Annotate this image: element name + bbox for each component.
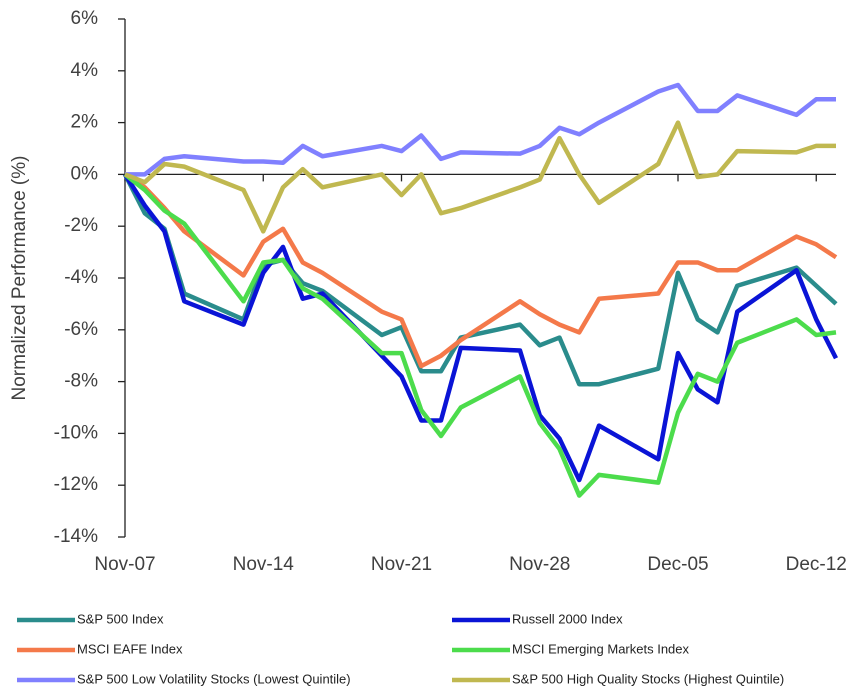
y-tick-label: -4% <box>64 267 98 288</box>
x-tick-label: Dec-12 <box>786 554 847 575</box>
y-tick-label: -6% <box>64 319 98 340</box>
series-line <box>125 82 836 177</box>
y-axis-label: Normalized Performance (%) <box>9 156 30 401</box>
x-tick-label: Dec-05 <box>647 554 708 575</box>
x-tick-label: Nov-28 <box>509 554 570 575</box>
legend-label: S&P 500 Index <box>77 611 164 626</box>
legend-label: Russell 2000 Index <box>512 611 623 626</box>
y-tick-label: -2% <box>64 215 98 236</box>
y-tick-label: -8% <box>64 371 98 392</box>
y-tick-label: 0% <box>71 163 99 184</box>
y-tick-label: -14% <box>54 526 98 547</box>
legend-label: MSCI EAFE Index <box>77 641 183 656</box>
legend-label: MSCI Emerging Markets Index <box>512 641 690 656</box>
x-tick-label: Nov-07 <box>94 554 155 575</box>
series-line <box>123 172 837 498</box>
series-line <box>123 173 839 483</box>
legend-label: S&P 500 Low Volatility Stocks (Lowest Qu… <box>77 671 351 686</box>
y-tick-label: 4% <box>71 60 99 81</box>
x-tick-label: Nov-14 <box>233 554 295 575</box>
x-tick-label: Nov-21 <box>371 554 432 575</box>
y-tick-label: 2% <box>71 112 99 133</box>
series-line <box>123 172 838 369</box>
y-tick-label: -12% <box>54 474 98 495</box>
legend-label: S&P 500 High Quality Stocks (Highest Qui… <box>512 671 784 686</box>
series-line <box>124 120 836 234</box>
y-tick-label: -10% <box>54 422 98 443</box>
y-tick-label: 6% <box>71 8 99 29</box>
